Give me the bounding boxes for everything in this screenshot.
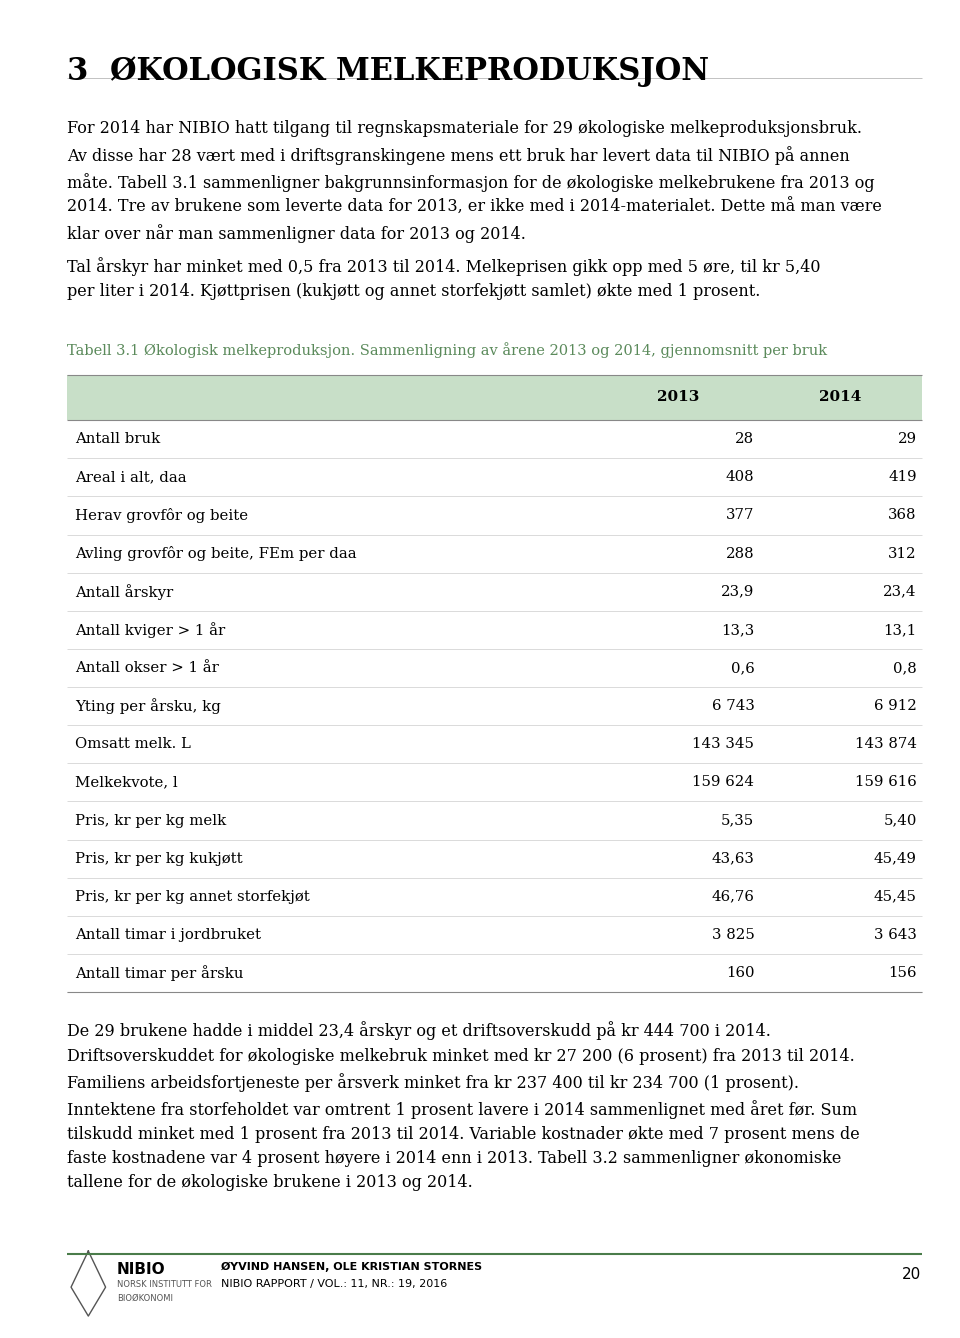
Text: 0,6: 0,6 (731, 661, 755, 674)
Text: 156: 156 (888, 966, 917, 979)
Text: 160: 160 (726, 966, 755, 979)
Text: 0,8: 0,8 (893, 661, 917, 674)
Text: 159 624: 159 624 (692, 776, 755, 789)
Text: 45,45: 45,45 (874, 890, 917, 903)
Text: For 2014 har NIBIO hatt tilgang til regnskapsmateriale for 29 økologiske melkepr: For 2014 har NIBIO hatt tilgang til regn… (67, 120, 882, 244)
Text: 6 743: 6 743 (711, 700, 755, 713)
FancyBboxPatch shape (67, 375, 922, 420)
Text: 408: 408 (726, 471, 755, 484)
Text: Omsatt melk. L: Omsatt melk. L (75, 737, 191, 751)
Text: NORSK INSTITUTT FOR: NORSK INSTITUTT FOR (117, 1280, 212, 1290)
Text: 143 874: 143 874 (854, 737, 917, 751)
Text: 28: 28 (735, 432, 755, 446)
Text: 419: 419 (888, 471, 917, 484)
Text: Tabell 3.1 Økologisk melkeproduksjon. Sammenligning av årene 2013 og 2014, gjenn: Tabell 3.1 Økologisk melkeproduksjon. Sa… (67, 343, 828, 359)
Text: 23,4: 23,4 (883, 585, 917, 598)
Text: 5,40: 5,40 (883, 814, 917, 827)
Text: 312: 312 (888, 547, 917, 561)
Text: 2014: 2014 (819, 391, 862, 404)
Text: Avling grovfôr og beite, FEm per daa: Avling grovfôr og beite, FEm per daa (75, 546, 356, 561)
Text: Herav grovfôr og beite: Herav grovfôr og beite (75, 508, 248, 523)
Text: Antall årskyr: Antall årskyr (75, 583, 173, 599)
Text: Antall okser > 1 år: Antall okser > 1 år (75, 661, 219, 674)
Text: 29: 29 (898, 432, 917, 446)
Text: 3 643: 3 643 (874, 929, 917, 942)
Text: 13,1: 13,1 (883, 624, 917, 637)
Text: 368: 368 (888, 508, 917, 522)
Text: NIBIO: NIBIO (117, 1262, 166, 1276)
Text: 3 825: 3 825 (711, 929, 755, 942)
Text: 6 912: 6 912 (874, 700, 917, 713)
Text: Tal årskyr har minket med 0,5 fra 2013 til 2014. Melkeprisen gikk opp med 5 øre,: Tal årskyr har minket med 0,5 fra 2013 t… (67, 257, 821, 300)
Text: 5,35: 5,35 (721, 814, 755, 827)
Text: 159 616: 159 616 (855, 776, 917, 789)
Text: Antall timar i jordbruket: Antall timar i jordbruket (75, 929, 261, 942)
Text: ØKOLOGISK MELKEPRODUKSJON: ØKOLOGISK MELKEPRODUKSJON (110, 56, 709, 87)
Text: 377: 377 (726, 508, 755, 522)
Text: 23,9: 23,9 (721, 585, 755, 598)
Text: 46,76: 46,76 (711, 890, 755, 903)
Text: De 29 brukene hadde i middel 23,4 årskyr og et driftsoverskudd på kr 444 700 i 2: De 29 brukene hadde i middel 23,4 årskyr… (67, 1022, 860, 1191)
Text: Pris, kr per kg annet storfekjøt: Pris, kr per kg annet storfekjøt (75, 890, 310, 903)
Text: BIOØKONOMI: BIOØKONOMI (117, 1294, 173, 1303)
Text: 43,63: 43,63 (711, 852, 755, 866)
Text: 20: 20 (902, 1267, 922, 1282)
Text: Areal i alt, daa: Areal i alt, daa (75, 471, 186, 484)
Text: 45,49: 45,49 (874, 852, 917, 866)
Text: Pris, kr per kg kukjøtt: Pris, kr per kg kukjøtt (75, 852, 243, 866)
Text: Antall bruk: Antall bruk (75, 432, 160, 446)
Text: Antall timar per årsku: Antall timar per årsku (75, 965, 244, 981)
Text: NIBIO RAPPORT / VOL.: 11, NR.: 19, 2016: NIBIO RAPPORT / VOL.: 11, NR.: 19, 2016 (221, 1279, 447, 1288)
Text: Pris, kr per kg melk: Pris, kr per kg melk (75, 814, 227, 827)
Text: Yting per årsku, kg: Yting per årsku, kg (75, 698, 221, 714)
Text: 2013: 2013 (657, 391, 699, 404)
Text: 288: 288 (726, 547, 755, 561)
Text: 143 345: 143 345 (692, 737, 755, 751)
Text: Antall kviger > 1 år: Antall kviger > 1 år (75, 622, 226, 638)
Text: Melkekvote, l: Melkekvote, l (75, 776, 178, 789)
Text: 13,3: 13,3 (721, 624, 755, 637)
Text: 3: 3 (67, 56, 88, 87)
Text: ØYVIND HANSEN, OLE KRISTIAN STORNES: ØYVIND HANSEN, OLE KRISTIAN STORNES (221, 1262, 482, 1272)
